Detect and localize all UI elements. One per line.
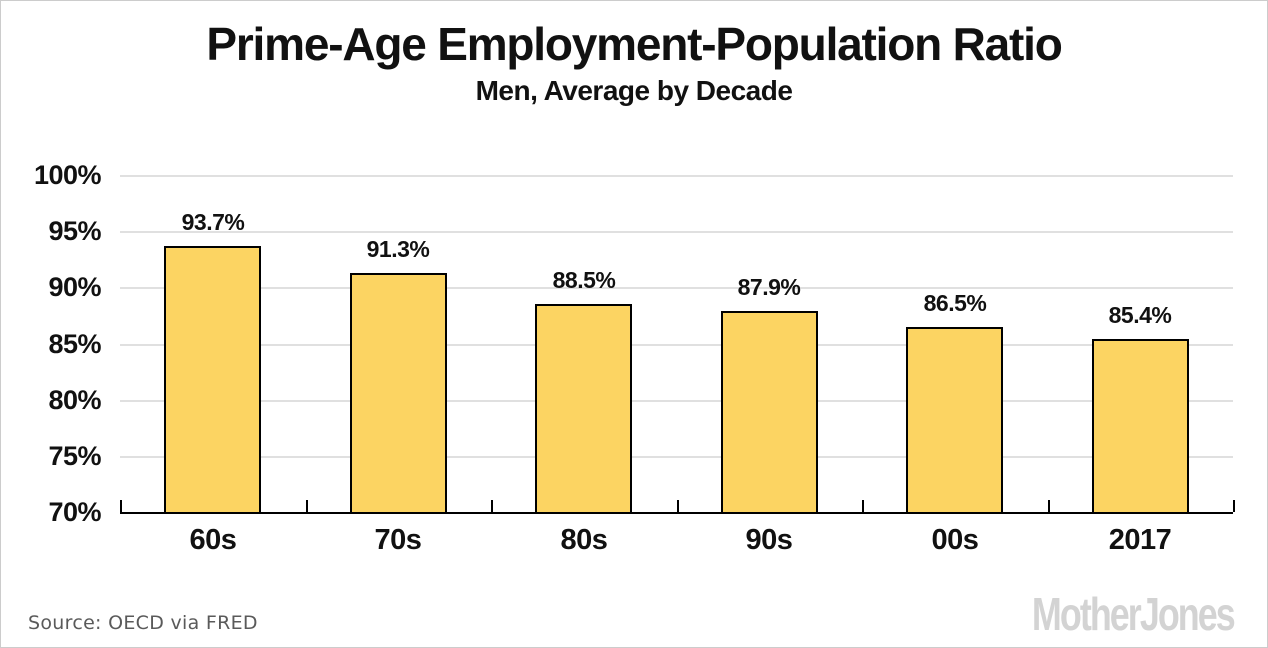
x-axis-category-label: 2017 bbox=[1108, 524, 1172, 556]
y-axis-tick-label: 95% bbox=[48, 216, 101, 246]
motherjones-logo: MotherJones bbox=[1032, 588, 1236, 640]
x-axis-category-label: 90s bbox=[745, 524, 793, 556]
x-axis-category-label: 80s bbox=[560, 524, 608, 556]
bar-value-label: 87.9% bbox=[737, 274, 801, 300]
x-axis-category-label: 60s bbox=[189, 524, 237, 556]
y-axis-tick-label: 85% bbox=[48, 329, 101, 359]
x-axis-category-label: 70s bbox=[374, 524, 422, 556]
gridline bbox=[120, 344, 1233, 346]
y-axis-tick-label: 75% bbox=[48, 441, 101, 471]
bar-90s bbox=[721, 311, 818, 512]
x-axis-category-label: 00s bbox=[931, 524, 979, 556]
bar-value-label: 86.5% bbox=[923, 290, 987, 316]
x-axis-tick bbox=[677, 500, 679, 512]
gridline bbox=[120, 287, 1233, 289]
bar-80s bbox=[535, 304, 632, 512]
gridline bbox=[120, 175, 1233, 177]
bar-60s bbox=[164, 246, 261, 512]
x-axis-tick bbox=[862, 500, 864, 512]
bar-70s bbox=[350, 273, 447, 512]
gridline bbox=[120, 231, 1233, 233]
bar-value-label: 88.5% bbox=[552, 267, 616, 293]
x-axis-tick bbox=[1233, 500, 1235, 512]
y-axis-tick-label: 100% bbox=[33, 160, 102, 190]
gridline bbox=[120, 456, 1233, 458]
x-axis-tick bbox=[1048, 500, 1050, 512]
y-axis-tick-label: 80% bbox=[48, 385, 101, 415]
x-axis-tick bbox=[491, 500, 493, 512]
chart-subtitle: Men, Average by Decade bbox=[475, 75, 793, 106]
x-axis-tick bbox=[306, 500, 308, 512]
bar-2017 bbox=[1092, 339, 1189, 512]
source-note: Source: OECD via FRED bbox=[28, 612, 258, 634]
x-axis-line bbox=[120, 512, 1233, 514]
y-axis-tick-label: 90% bbox=[48, 272, 101, 302]
bar-00s bbox=[906, 327, 1003, 512]
bar-value-label: 93.7% bbox=[181, 209, 245, 235]
chart-title: Prime-Age Employment-Population Ratio bbox=[206, 18, 1062, 70]
y-axis-tick-label: 70% bbox=[48, 497, 101, 527]
bar-value-label: 85.4% bbox=[1108, 302, 1172, 328]
bar-value-label: 91.3% bbox=[366, 236, 430, 262]
gridline bbox=[120, 400, 1233, 402]
x-axis-tick bbox=[120, 500, 122, 512]
